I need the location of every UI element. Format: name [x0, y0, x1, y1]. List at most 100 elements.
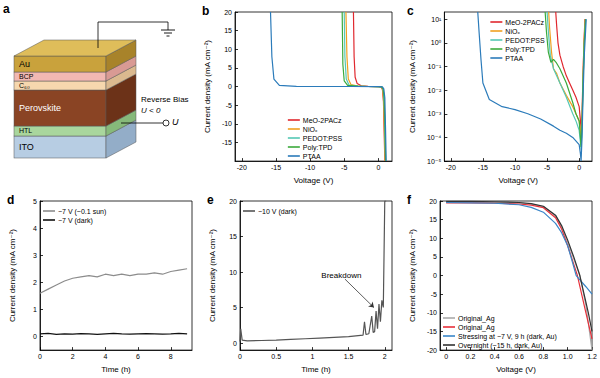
svg-text:Poly:TPD: Poly:TPD: [505, 46, 535, 54]
svg-text:10: 10: [429, 235, 437, 242]
svg-text:-15: -15: [222, 139, 232, 146]
svg-text:4: 4: [33, 225, 37, 232]
svg-text:20: 20: [229, 198, 237, 205]
svg-text:5: 5: [233, 304, 237, 311]
svg-text:-15: -15: [478, 164, 488, 171]
svg-text:Stressing at −7 V, 9 h (dark,: Stressing at −7 V, 9 h (dark, Au): [458, 333, 557, 341]
svg-text:Current density (mA cm⁻²): Current density (mA cm⁻²): [408, 40, 417, 133]
svg-text:−7 V (dark): −7 V (dark): [58, 217, 93, 225]
svg-text:10: 10: [229, 269, 237, 276]
svg-text:0: 0: [233, 340, 237, 347]
svg-text:-10: -10: [305, 164, 315, 171]
svg-text:PTAA: PTAA: [505, 55, 523, 62]
svg-text:Poly:TPD: Poly:TPD: [303, 144, 333, 152]
svg-text:0.6: 0.6: [514, 353, 524, 360]
svg-text:-10: -10: [222, 120, 232, 127]
svg-text:ITO: ITO: [19, 142, 34, 152]
svg-text:PEDOT:PSS: PEDOT:PSS: [303, 135, 343, 142]
svg-text:10⁻⁴: 10⁻⁴: [427, 134, 442, 141]
svg-text:U: U: [172, 117, 179, 127]
svg-text:5: 5: [33, 198, 37, 205]
svg-text:Voltage (V): Voltage (V): [498, 176, 538, 185]
svg-text:Voltage (V): Voltage (V): [294, 176, 334, 185]
svg-text:PTAA: PTAA: [303, 153, 321, 160]
svg-text:10: 10: [224, 46, 232, 53]
svg-text:2: 2: [33, 279, 37, 286]
svg-text:0: 0: [238, 353, 242, 360]
svg-text:1.2: 1.2: [587, 353, 597, 360]
svg-text:d: d: [7, 193, 14, 207]
svg-text:U < 0: U < 0: [141, 106, 161, 115]
svg-text:b: b: [202, 4, 209, 18]
svg-text:0: 0: [444, 353, 448, 360]
svg-text:Current density (mA cm⁻²): Current density (mA cm⁻²): [208, 229, 217, 322]
svg-text:5: 5: [433, 253, 437, 260]
svg-text:Current density (mA cm⁻²): Current density (mA cm⁻²): [8, 229, 17, 322]
svg-text:−10 V (dark): −10 V (dark): [258, 208, 297, 216]
svg-text:0: 0: [33, 333, 37, 340]
svg-text:a: a: [3, 2, 10, 16]
svg-text:Original_Ag: Original_Ag: [458, 324, 495, 332]
svg-text:-20: -20: [427, 347, 437, 354]
svg-text:Au: Au: [19, 59, 30, 69]
svg-text:0: 0: [376, 164, 380, 171]
svg-text:0.4: 0.4: [490, 353, 500, 360]
svg-text:Time (h): Time (h): [301, 365, 331, 374]
svg-text:-20: -20: [446, 164, 456, 171]
svg-text:HTL: HTL: [19, 127, 32, 134]
svg-text:BCP: BCP: [19, 73, 34, 80]
svg-text:PEDOT:PSS: PEDOT:PSS: [505, 37, 545, 44]
svg-text:MeO-2PACz: MeO-2PACz: [505, 19, 544, 26]
svg-text:10⁻²: 10⁻²: [428, 87, 442, 94]
svg-text:-5: -5: [544, 164, 550, 171]
svg-text:15: 15: [429, 216, 437, 223]
svg-text:e: e: [207, 193, 214, 207]
svg-text:4: 4: [103, 353, 107, 360]
svg-text:-10: -10: [427, 309, 437, 316]
svg-text:Current density (mA cm⁻²): Current density (mA cm⁻²): [203, 40, 212, 133]
svg-text:-5: -5: [341, 164, 347, 171]
svg-text:1: 1: [310, 353, 314, 360]
svg-text:-10: -10: [510, 164, 520, 171]
svg-text:3: 3: [33, 252, 37, 259]
svg-text:2: 2: [383, 353, 387, 360]
svg-text:1: 1: [33, 306, 37, 313]
svg-text:f: f: [407, 193, 412, 207]
svg-text:NiOₓ: NiOₓ: [303, 126, 318, 133]
svg-text:0.2: 0.2: [466, 353, 476, 360]
svg-text:15: 15: [229, 233, 237, 240]
svg-text:c: c: [407, 4, 414, 18]
svg-text:10¹: 10¹: [431, 16, 442, 23]
svg-text:10⁻¹: 10⁻¹: [428, 63, 442, 70]
svg-text:20: 20: [429, 198, 437, 205]
svg-text:Current density (mA cm⁻²): Current density (mA cm⁻²): [408, 229, 417, 322]
svg-text:−7 V (~0.1 sun): −7 V (~0.1 sun): [58, 208, 106, 216]
svg-text:2: 2: [71, 353, 75, 360]
svg-text:5: 5: [228, 64, 232, 71]
svg-text:20: 20: [224, 9, 232, 16]
svg-text:-5: -5: [431, 291, 437, 298]
svg-text:Overnight (~15 h, dark, Au): Overnight (~15 h, dark, Au): [458, 342, 542, 350]
svg-text:15: 15: [224, 27, 232, 34]
svg-text:10⁻⁵: 10⁻⁵: [427, 158, 441, 165]
svg-text:0: 0: [38, 353, 42, 360]
svg-text:8: 8: [169, 353, 173, 360]
svg-text:Breakdown: Breakdown: [321, 271, 361, 280]
svg-text:10⁰: 10⁰: [431, 39, 442, 46]
svg-text:Perovskite: Perovskite: [19, 103, 61, 113]
svg-text:1.5: 1.5: [344, 353, 354, 360]
svg-text:0: 0: [577, 164, 581, 171]
svg-text:C₆₀: C₆₀: [19, 82, 30, 89]
svg-text:0: 0: [433, 272, 437, 279]
svg-text:-5: -5: [226, 102, 232, 109]
svg-text:Voltage (V): Voltage (V): [496, 365, 536, 374]
svg-text:0: 0: [228, 83, 232, 90]
svg-text:Original_Ag: Original_Ag: [458, 315, 495, 323]
svg-text:-20: -20: [237, 164, 247, 171]
svg-text:Reverse Bias: Reverse Bias: [141, 95, 189, 104]
svg-text:-15: -15: [271, 164, 281, 171]
svg-text:10⁻³: 10⁻³: [428, 110, 442, 117]
svg-text:0.5: 0.5: [271, 353, 281, 360]
svg-text:NiOₓ: NiOₓ: [505, 28, 520, 35]
svg-text:MeO-2PACz: MeO-2PACz: [303, 117, 342, 124]
